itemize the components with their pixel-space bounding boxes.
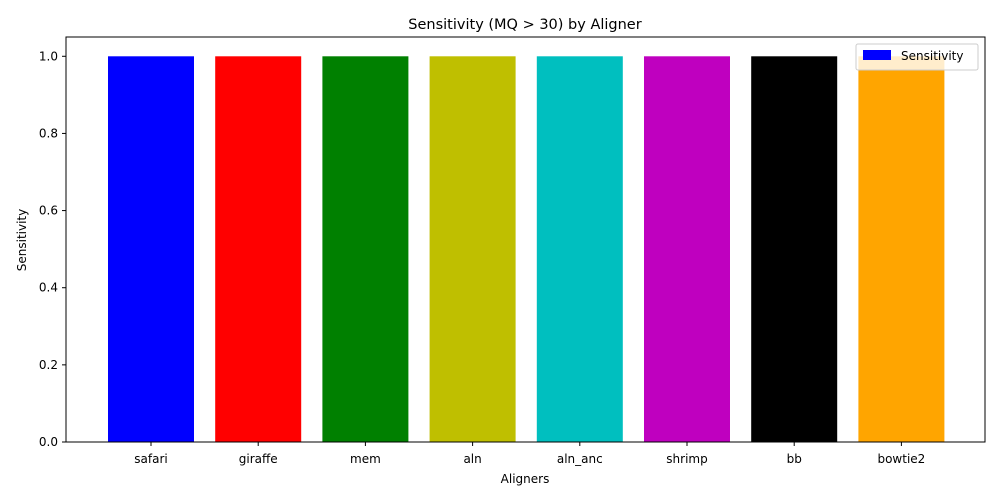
bar-bb: [751, 56, 838, 443]
x-axis-label: Aligners: [501, 472, 550, 486]
bar-aln-anc: [536, 56, 623, 443]
bar-mem: [322, 56, 409, 443]
x-tick-label: bb: [787, 452, 802, 466]
x-tick-label: mem: [350, 452, 381, 466]
y-tick-label: 1.0: [39, 49, 58, 63]
x-tick-label: giraffe: [239, 452, 278, 466]
x-tick-label: shrimp: [666, 452, 707, 466]
plot-frame: [65, 36, 986, 443]
y-tick-label: 0.2: [39, 358, 58, 372]
bar-aln: [429, 56, 516, 443]
legend-label: Sensitivity: [901, 49, 963, 63]
y-axis-ticks: 0.0 0.2 0.4 0.6 0.8 1.0: [39, 49, 66, 449]
bar-shrimp: [644, 56, 730, 443]
x-tick-label: aln: [463, 452, 481, 466]
bar-bowtie2: [858, 56, 945, 443]
chart-title: Sensitivity (MQ > 30) by Aligner: [408, 17, 641, 33]
x-tick-label: aln_anc: [557, 452, 603, 466]
legend: Sensitivity: [855, 43, 979, 71]
legend-swatch: [863, 50, 891, 60]
bars-group: [108, 56, 945, 443]
y-tick-label: 0.0: [39, 435, 58, 449]
bar-giraffe: [215, 56, 302, 443]
y-tick-label: 0.4: [39, 281, 58, 295]
y-tick-label: 0.8: [39, 126, 58, 140]
x-tick-label: bowtie2: [877, 452, 925, 466]
y-axis-label: Sensitivity: [15, 209, 29, 271]
x-tick-label: safari: [134, 452, 167, 466]
bar-safari: [108, 56, 194, 443]
y-tick-label: 0.6: [39, 204, 58, 218]
x-axis-ticks: safari giraffe mem aln aln_anc shrimp bb bowtie…: [134, 442, 925, 466]
